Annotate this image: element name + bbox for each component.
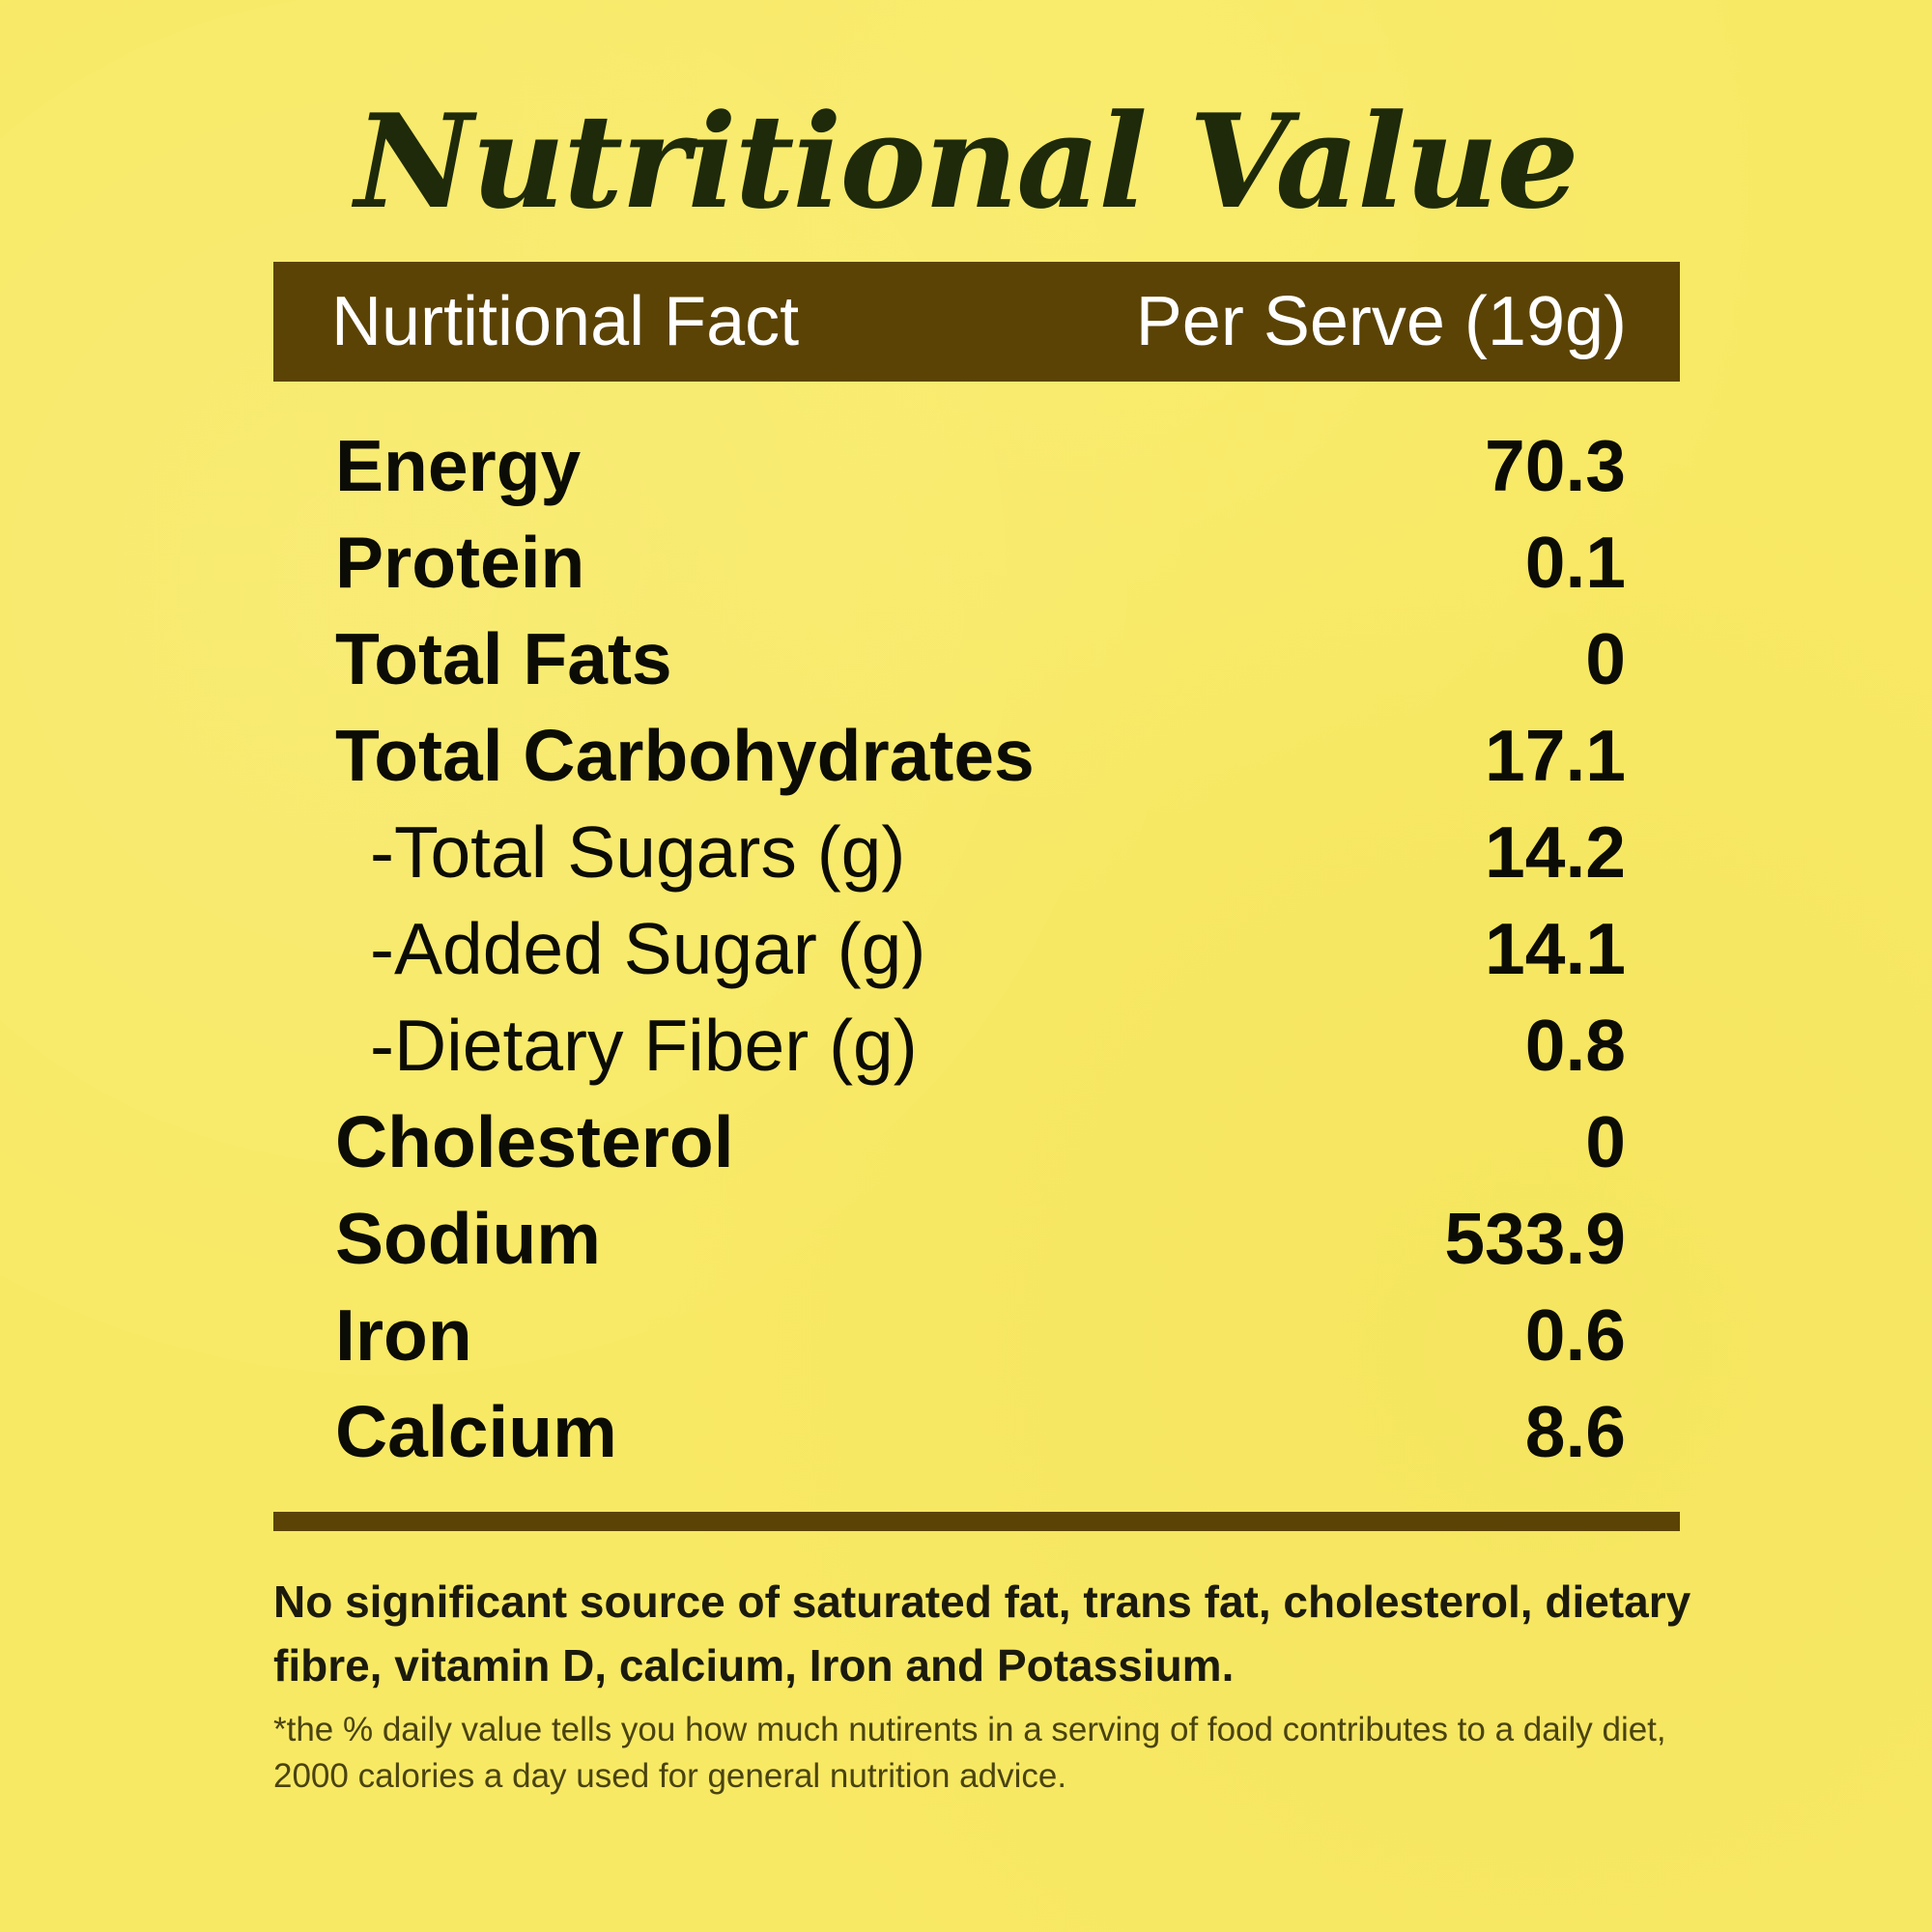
table-row: Total Carbohydrates 17.1 xyxy=(335,707,1626,804)
nutrient-label: Energy xyxy=(335,425,582,506)
nutrient-value: 14.2 xyxy=(1485,811,1626,893)
header-label-nutritional-fact: Nurtitional Fact xyxy=(331,283,800,360)
nutrient-value: 0.6 xyxy=(1524,1294,1626,1376)
nutrient-value: 0.1 xyxy=(1524,522,1626,603)
table-row: Calcium 8.6 xyxy=(335,1383,1626,1480)
nutrient-label: Sodium xyxy=(335,1198,601,1279)
nutrient-value: 14.1 xyxy=(1485,908,1626,989)
daily-value-disclaimer: *the % daily value tells you how much nu… xyxy=(273,1711,1666,1795)
table-row: Sodium 533.9 xyxy=(335,1190,1626,1287)
table-row: Energy 70.3 xyxy=(335,417,1626,514)
nutrient-sub-label: -Added Sugar (g) xyxy=(370,908,926,989)
nutrient-label: Protein xyxy=(335,522,585,603)
nutrient-label: Total Carbohydrates xyxy=(335,715,1035,796)
nutrition-table: Energy 70.3 Protein 0.1 Total Fats 0 Tot… xyxy=(335,417,1626,1480)
table-row: Total Fats 0 xyxy=(335,611,1626,707)
nutrient-sub-label: -Total Sugars (g) xyxy=(370,811,906,893)
table-row: Iron 0.6 xyxy=(335,1287,1626,1383)
table-row: Cholesterol 0 xyxy=(335,1094,1626,1190)
nutrient-label: Total Fats xyxy=(335,618,672,699)
divider-rule xyxy=(273,1512,1680,1531)
table-row-sub: -Total Sugars (g) 14.2 xyxy=(335,804,1626,900)
table-header: Nurtitional Fact Per Serve (19g) xyxy=(273,262,1680,382)
nutrient-label: Cholesterol xyxy=(335,1101,734,1182)
nutrient-value: 533.9 xyxy=(1444,1198,1626,1279)
nutrient-sub-label: -Dietary Fiber (g) xyxy=(370,1005,918,1086)
table-row: Protein 0.1 xyxy=(335,514,1626,611)
nutrient-value: 0 xyxy=(1585,618,1626,699)
nutrient-label: Calcium xyxy=(335,1391,617,1472)
nutrient-value: 70.3 xyxy=(1485,425,1626,506)
nutrient-value: 0.8 xyxy=(1524,1005,1626,1086)
nutrient-label: Iron xyxy=(335,1294,472,1376)
header-label-per-serve: Per Serve (19g) xyxy=(1135,283,1627,360)
table-row-sub: -Added Sugar (g) 14.1 xyxy=(335,900,1626,997)
nutrition-note: No significant source of saturated fat, … xyxy=(273,1577,1691,1690)
page-title: Nutritional Value xyxy=(355,85,1578,238)
nutrient-value: 0 xyxy=(1585,1101,1626,1182)
table-row-sub: -Dietary Fiber (g) 0.8 xyxy=(335,997,1626,1094)
nutrient-value: 8.6 xyxy=(1524,1391,1626,1472)
nutrient-value: 17.1 xyxy=(1485,715,1626,796)
